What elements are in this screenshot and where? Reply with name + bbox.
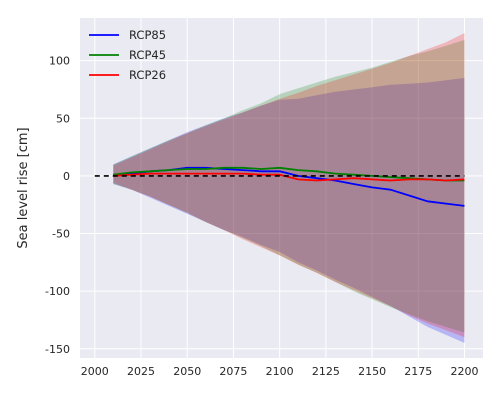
series-lines bbox=[113, 166, 465, 207]
line-rcp26 bbox=[113, 172, 465, 182]
x-tick-label: 2175 bbox=[404, 365, 432, 378]
y-tick-label: 0 bbox=[63, 170, 70, 183]
y-tick-label: -50 bbox=[52, 228, 70, 241]
y-tick-label: 50 bbox=[56, 112, 70, 125]
line-rcp45 bbox=[113, 166, 465, 182]
y-tick-label: -150 bbox=[45, 343, 70, 356]
uncertainty-bands bbox=[113, 33, 465, 344]
x-tick-label: 2075 bbox=[219, 365, 247, 378]
x-tick-label: 2125 bbox=[312, 365, 340, 378]
x-tick-label: 2200 bbox=[451, 365, 479, 378]
legend-label-rcp45: RCP45 bbox=[129, 48, 166, 62]
x-tick-label: 2100 bbox=[266, 365, 294, 378]
x-tick-label: 2000 bbox=[81, 365, 109, 378]
y-tick-label: -100 bbox=[45, 285, 70, 298]
y-tick-label: 100 bbox=[49, 55, 70, 68]
plot-background bbox=[80, 18, 483, 358]
band-rcp85 bbox=[113, 77, 465, 344]
legend: RCP85 RCP45 RCP26 bbox=[89, 28, 166, 82]
band-rcp45 bbox=[113, 39, 465, 333]
y-axis-label: Sea level rise [cm] bbox=[16, 127, 31, 248]
x-tick-labels: 2000 2025 2050 2075 2100 2125 2150 2175 2200 bbox=[81, 365, 479, 378]
x-tick-label: 2025 bbox=[127, 365, 155, 378]
y-tick-labels: -150 -100 -50 0 50 100 bbox=[45, 55, 70, 356]
legend-label-rcp26: RCP26 bbox=[129, 68, 166, 82]
legend-label-rcp85: RCP85 bbox=[129, 28, 166, 42]
grid bbox=[80, 18, 483, 358]
band-rcp26 bbox=[113, 33, 465, 338]
x-tick-label: 2150 bbox=[358, 365, 386, 378]
x-tick-label: 2050 bbox=[173, 365, 201, 378]
